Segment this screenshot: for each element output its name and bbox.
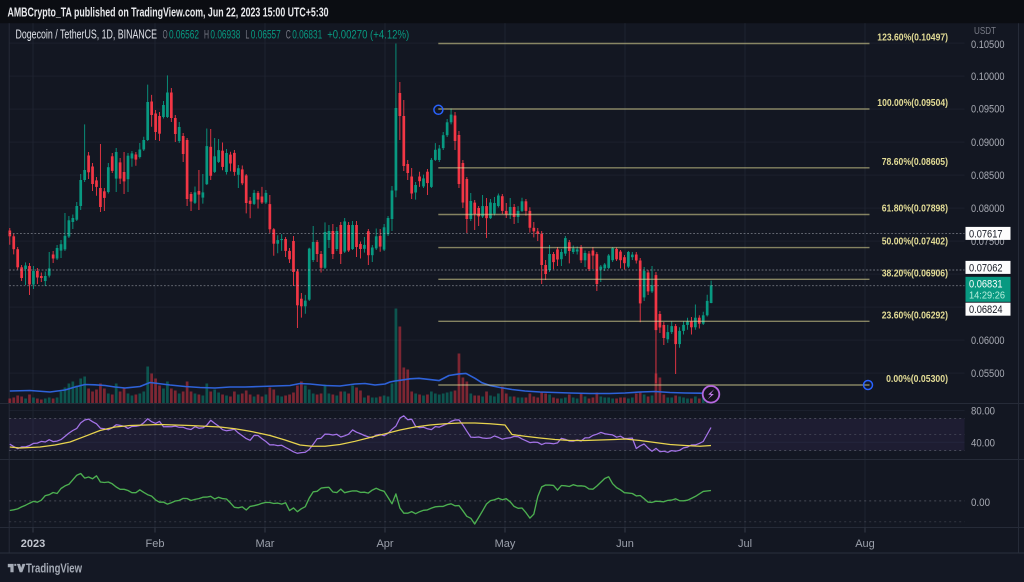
svg-text:H: H: [204, 28, 209, 42]
svg-text:0.06831: 0.06831: [292, 28, 322, 42]
svg-text:40.00: 40.00: [971, 437, 995, 449]
svg-text:0.00: 0.00: [971, 497, 990, 509]
svg-text:80.00: 80.00: [971, 406, 995, 418]
svg-text:0.06000: 0.06000: [971, 335, 1005, 347]
svg-text:Dogecoin / TetherUS, 1D, BINAN: Dogecoin / TetherUS, 1D, BINANCE: [16, 28, 158, 42]
svg-text:0.08500: 0.08500: [971, 170, 1005, 182]
svg-text:Mar: Mar: [256, 538, 275, 550]
svg-text:100.00%(0.09504): 100.00%(0.09504): [877, 97, 948, 109]
svg-text:2023: 2023: [21, 538, 45, 550]
svg-text:0.07062: 0.07062: [969, 262, 1003, 274]
svg-text:0.09000: 0.09000: [971, 137, 1005, 149]
svg-text:O: O: [163, 28, 168, 42]
svg-text:0.00%(0.05300): 0.00%(0.05300): [886, 373, 948, 385]
svg-text:0.05500: 0.05500: [971, 368, 1005, 380]
svg-text:Apr: Apr: [376, 538, 393, 550]
svg-text:14:29:26: 14:29:26: [969, 290, 1005, 302]
svg-text:123.60%(0.10497): 123.60%(0.10497): [877, 32, 948, 44]
svg-text:Aug: Aug: [855, 538, 875, 550]
svg-text:Feb: Feb: [146, 538, 165, 550]
svg-text:61.80%(0.07898): 61.80%(0.07898): [882, 203, 948, 215]
svg-text:Jun: Jun: [616, 538, 634, 550]
svg-text:L: L: [245, 28, 249, 42]
svg-text:C: C: [286, 28, 291, 42]
svg-text:0.10500: 0.10500: [971, 39, 1005, 51]
svg-text:23.60%(0.06292): 23.60%(0.06292): [882, 309, 948, 321]
svg-text:0.06557: 0.06557: [251, 28, 281, 42]
svg-text:0.08000: 0.08000: [971, 203, 1005, 215]
svg-text:USDT: USDT: [974, 26, 996, 37]
svg-text:Jul: Jul: [738, 538, 752, 550]
svg-text:TradingView: TradingView: [26, 561, 83, 576]
svg-text:0.07617: 0.07617: [969, 228, 1003, 240]
svg-text:AMBCrypto_TA published on Trad: AMBCrypto_TA published on TradingView.co…: [8, 6, 329, 20]
svg-text:78.60%(0.08605): 78.60%(0.08605): [882, 156, 948, 168]
svg-text:+0.00270 (+4.12%): +0.00270 (+4.12%): [327, 28, 409, 42]
svg-text:50.00%(0.07402): 50.00%(0.07402): [882, 236, 948, 248]
svg-text:0.06831: 0.06831: [969, 279, 1003, 291]
svg-text:0.06938: 0.06938: [210, 28, 240, 42]
svg-text:0.06562: 0.06562: [169, 28, 199, 42]
svg-text:0.06824: 0.06824: [969, 304, 1003, 316]
svg-text:0.09500: 0.09500: [971, 104, 1005, 116]
svg-text:0.10000: 0.10000: [971, 71, 1005, 83]
svg-text:May: May: [495, 538, 516, 550]
svg-text:38.20%(0.06906): 38.20%(0.06906): [882, 267, 948, 279]
